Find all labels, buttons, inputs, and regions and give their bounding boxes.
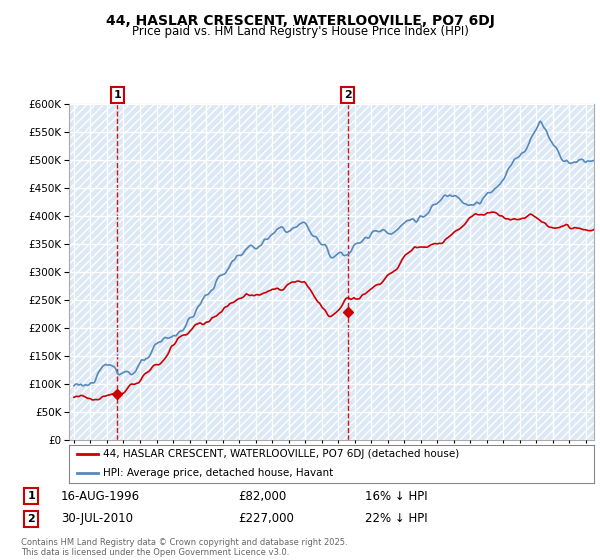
Text: 44, HASLAR CRESCENT, WATERLOOVILLE, PO7 6DJ (detached house): 44, HASLAR CRESCENT, WATERLOOVILLE, PO7 …: [103, 449, 460, 459]
Text: 2: 2: [344, 90, 352, 100]
Text: £227,000: £227,000: [239, 512, 295, 525]
Text: Contains HM Land Registry data © Crown copyright and database right 2025.
This d: Contains HM Land Registry data © Crown c…: [21, 538, 347, 557]
Text: 44, HASLAR CRESCENT, WATERLOOVILLE, PO7 6DJ: 44, HASLAR CRESCENT, WATERLOOVILLE, PO7 …: [106, 14, 494, 28]
Text: 30-JUL-2010: 30-JUL-2010: [61, 512, 133, 525]
Text: 16-AUG-1996: 16-AUG-1996: [61, 489, 140, 502]
Text: £82,000: £82,000: [239, 489, 287, 502]
Text: 22% ↓ HPI: 22% ↓ HPI: [365, 512, 427, 525]
Text: 2: 2: [28, 514, 35, 524]
Text: Price paid vs. HM Land Registry's House Price Index (HPI): Price paid vs. HM Land Registry's House …: [131, 25, 469, 38]
Text: 16% ↓ HPI: 16% ↓ HPI: [365, 489, 427, 502]
Text: 1: 1: [113, 90, 121, 100]
Text: HPI: Average price, detached house, Havant: HPI: Average price, detached house, Hava…: [103, 468, 334, 478]
Text: 1: 1: [28, 491, 35, 501]
